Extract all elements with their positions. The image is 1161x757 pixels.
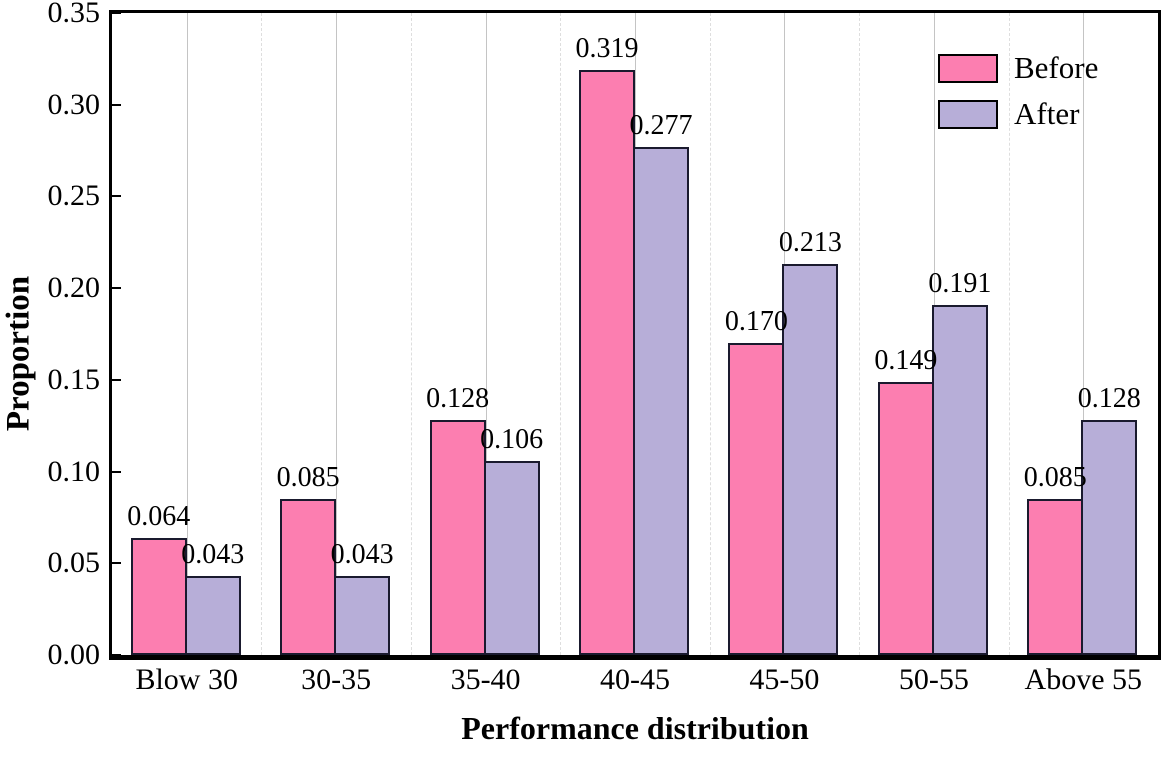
bar-after-50-55 [931, 304, 988, 655]
bar-after-35-40 [483, 460, 540, 655]
y-tick [112, 470, 121, 473]
y-tick-label: 0.10 [47, 454, 101, 488]
y-tick-label: 0.15 [47, 362, 101, 396]
legend-entry-after: After [938, 97, 1098, 131]
bar-value-label: 0.106 [480, 423, 544, 455]
bar-value-label: 0.085 [1023, 462, 1087, 494]
x-tick-label-above-55: Above 55 [1024, 663, 1143, 696]
y-tick-label: 0.35 [47, 0, 101, 29]
bar-value-label: 0.085 [276, 462, 340, 494]
legend-swatch-after [938, 99, 998, 129]
y-tick-label: 0.05 [47, 546, 101, 580]
bar-value-label: 0.191 [928, 267, 992, 299]
bar-after-30-35 [334, 576, 391, 655]
gridline-center [1083, 13, 1085, 655]
gridline-boundary [1008, 13, 1010, 655]
bar-before-40-45 [579, 69, 635, 655]
legend-label-before: Before [1014, 50, 1099, 85]
legend: Before After [938, 51, 1098, 131]
legend-entry-before: Before [938, 51, 1098, 85]
gridline-boundary [859, 13, 861, 655]
x-tick-label-50-55: 50-55 [898, 663, 969, 696]
bar-value-label: 0.213 [778, 227, 842, 259]
bar-value-label: 0.277 [629, 109, 693, 141]
bar-value-label: 0.149 [874, 344, 938, 376]
y-tick [112, 12, 121, 14]
bar-after-Above 55 [1081, 420, 1138, 655]
x-tick-label-blow-30: Blow 30 [135, 663, 238, 696]
legend-swatch-before [938, 53, 998, 83]
bar-value-label: 0.043 [330, 539, 394, 571]
y-axis-title: Proportion [0, 275, 37, 432]
y-tick [112, 654, 121, 656]
x-tick-label-35-40: 35-40 [450, 663, 521, 696]
y-tick-label: 0.30 [47, 87, 101, 121]
gridline-center [485, 13, 487, 655]
y-tick-label: 0.00 [47, 638, 101, 671]
y-tick [112, 287, 121, 290]
x-tick-label-40-45: 40-45 [600, 663, 670, 696]
x-tick-label-30-35: 30-35 [301, 663, 372, 696]
gridline-boundary [410, 13, 412, 655]
plot-area: 0.064 0.043 0.085 0.043 0.128 0.106 0.319 0.277… [109, 10, 1161, 660]
bar-value-label: 0.128 [426, 383, 490, 415]
gridline-center [336, 13, 338, 655]
bar-after-Blow 30 [184, 576, 241, 655]
y-tick [112, 103, 121, 106]
bar-after-45-50 [782, 264, 839, 655]
gridline-boundary [261, 13, 263, 655]
y-tick [112, 378, 121, 381]
y-tick [112, 562, 121, 565]
legend-label-after: After [1014, 96, 1080, 131]
bar-before-Blow 30 [130, 537, 187, 655]
bar-before-45-50 [728, 343, 785, 655]
y-tick-label: 0.25 [47, 179, 101, 213]
bar-value-label: 0.170 [724, 306, 788, 338]
y-tick-label: 0.20 [47, 271, 101, 305]
bar-before-50-55 [877, 381, 934, 655]
bar-value-label: 0.064 [127, 500, 191, 532]
gridline-boundary [560, 13, 562, 655]
x-tick-label-45-50: 45-50 [749, 663, 820, 696]
bar-value-label: 0.043 [181, 539, 245, 571]
bar-before-Above 55 [1027, 499, 1084, 655]
gridline-boundary [709, 13, 711, 655]
bar-before-35-40 [429, 420, 486, 655]
gridline-center [186, 13, 188, 655]
bar-value-label: 0.319 [575, 32, 639, 64]
bar-before-30-35 [280, 499, 337, 655]
y-tick [112, 195, 121, 198]
bar-after-40-45 [633, 146, 689, 655]
bar-value-label: 0.128 [1077, 383, 1141, 415]
x-axis-title: Performance distribution [461, 710, 809, 746]
